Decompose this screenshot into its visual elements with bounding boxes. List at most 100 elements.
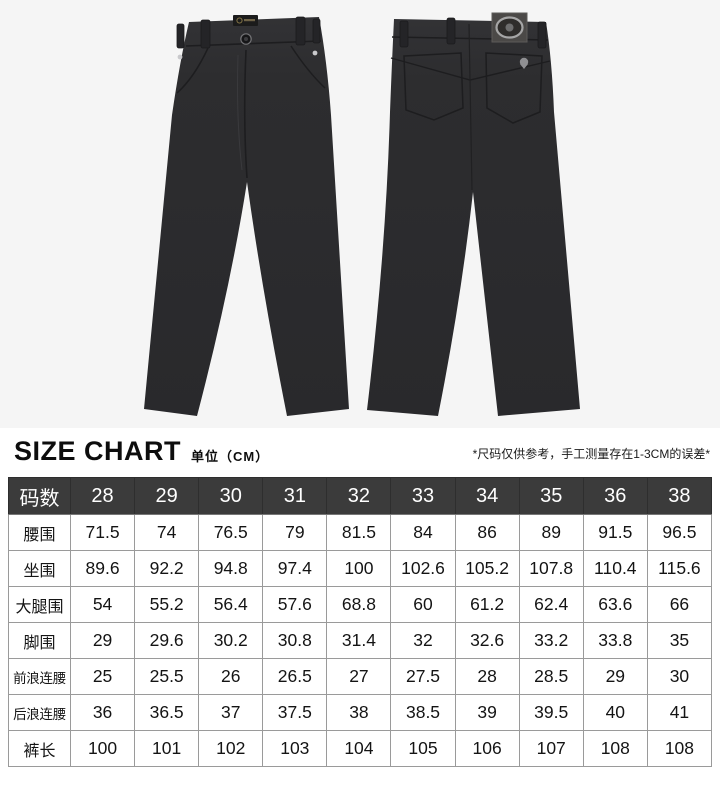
- size-header-cell: 29: [134, 477, 200, 515]
- size-value-cell: 81.5: [326, 514, 392, 551]
- size-header-cell: 35: [518, 477, 584, 515]
- size-value-cell: 38: [326, 694, 392, 731]
- back-pocket-embroidery-icon: [519, 57, 529, 69]
- size-value-cell: 29: [582, 658, 648, 695]
- size-value-cell: 66: [646, 586, 713, 623]
- front-left-pocket-seam: [176, 47, 209, 94]
- size-value-cell: 100: [69, 730, 136, 767]
- pants-back-body: [367, 19, 580, 416]
- size-chart-header: SIZE CHART 单位（CM） *尺码仅供参考，手工测量存在1-3CM的误差…: [0, 431, 720, 471]
- size-value-cell: 92.2: [134, 550, 200, 587]
- size-value-cell: 107.8: [518, 550, 584, 587]
- size-value-cell: 97.4: [262, 550, 328, 587]
- size-value-cell: 89.6: [69, 550, 136, 587]
- table-row: 裤长 100 101 102 103 104 105 106 107 108 108: [8, 730, 713, 767]
- back-belt-loops: [399, 17, 547, 49]
- size-value-cell: 68.8: [326, 586, 392, 623]
- pants-front-body: [144, 17, 349, 416]
- size-value-cell: 61.2: [454, 586, 520, 623]
- size-table: 码数 28 29 30 31 32 33 34 35 36 38 腰围 71.5 74 76.5 79 81.…: [8, 477, 713, 767]
- size-value-cell: 89: [518, 514, 584, 551]
- back-left-pocket-seam: [403, 52, 464, 121]
- size-value-cell: 33.2: [518, 622, 584, 659]
- table-row: 大腿围 54 55.2 56.4 57.6 68.8 60 61.2 62.4 63.6 66: [8, 586, 713, 623]
- back-right-pocket-seam: [485, 52, 543, 124]
- size-value-cell: 28.5: [518, 658, 584, 695]
- size-value-cell: 25.5: [134, 658, 200, 695]
- size-value-cell: 57.6: [262, 586, 328, 623]
- size-value-cell: 27.5: [390, 658, 456, 695]
- front-right-pocket-seam: [290, 45, 326, 89]
- front-left-rivet-icon: [177, 54, 183, 60]
- table-row: 腰围 71.5 74 76.5 79 81.5 84 86 89 91.5 96.5: [8, 514, 713, 551]
- row-label-cell: 脚围: [8, 622, 71, 659]
- size-chart-title: SIZE CHART: [14, 435, 181, 466]
- front-right-rivet-icon: [312, 50, 318, 56]
- size-value-cell: 29: [69, 622, 136, 659]
- size-value-cell: 74: [134, 514, 200, 551]
- size-value-cell: 62.4: [518, 586, 584, 623]
- size-value-cell: 108: [582, 730, 648, 767]
- size-value-cell: 37.5: [262, 694, 328, 731]
- size-value-cell: 30: [646, 658, 713, 695]
- size-value-cell: 102.6: [390, 550, 456, 587]
- size-value-cell: 56.4: [198, 586, 264, 623]
- pants-back-view: [367, 12, 580, 416]
- size-value-cell: 110.4: [582, 550, 648, 587]
- size-value-cell: 25: [69, 658, 136, 695]
- size-value-cell: 101: [134, 730, 200, 767]
- front-fly-stitch: [237, 54, 243, 171]
- back-logo-patch-icon: [491, 12, 528, 43]
- size-value-cell: 40: [582, 694, 648, 731]
- size-value-cell: 71.5: [69, 514, 136, 551]
- table-row: 脚围 29 29.6 30.2 30.8 31.4 32 32.6 33.2 33.8 35: [8, 622, 713, 659]
- size-value-cell: 39.5: [518, 694, 584, 731]
- size-value-cell: 86: [454, 514, 520, 551]
- size-value-cell: 107: [518, 730, 584, 767]
- size-value-cell: 105: [390, 730, 456, 767]
- row-label-cell: 裤长: [8, 730, 71, 767]
- table-row: 前浪连腰 25 25.5 26 26.5 27 27.5 28 28.5 29 30: [8, 658, 713, 695]
- size-header-cell: 33: [390, 477, 456, 515]
- size-chart-unit-label: 单位（CM）: [191, 448, 270, 464]
- size-value-cell: 35: [646, 622, 713, 659]
- size-value-cell: 28: [454, 658, 520, 695]
- size-value-cell: 36.5: [134, 694, 200, 731]
- size-value-cell: 63.6: [582, 586, 648, 623]
- size-value-cell: 84: [390, 514, 456, 551]
- row-label-cell: 坐围: [8, 550, 71, 587]
- front-waist-label-icon: [233, 15, 258, 26]
- size-value-cell: 108: [646, 730, 713, 767]
- size-header-cell: 28: [69, 477, 136, 515]
- size-table-head: 码数 28 29 30 31 32 33 34 35 36 38: [8, 477, 713, 515]
- front-belt-loops: [176, 16, 321, 49]
- front-button-icon: [240, 33, 252, 45]
- size-header-cell: 31: [262, 477, 328, 515]
- size-header-cell: 36: [582, 477, 648, 515]
- size-value-cell: 31.4: [326, 622, 392, 659]
- size-table-corner-cell: 码数: [8, 477, 71, 515]
- size-value-cell: 54: [69, 586, 136, 623]
- size-value-cell: 115.6: [646, 550, 713, 587]
- back-center-seam: [468, 23, 473, 191]
- size-value-cell: 100: [326, 550, 392, 587]
- size-header-cell: 32: [326, 477, 392, 515]
- table-row: 坐围 89.6 92.2 94.8 97.4 100 102.6 105.2 107.8 110.…: [8, 550, 713, 587]
- size-value-cell: 94.8: [198, 550, 264, 587]
- size-value-cell: 30.2: [198, 622, 264, 659]
- row-label-cell: 大腿围: [8, 586, 71, 623]
- size-value-cell: 76.5: [198, 514, 264, 551]
- size-value-cell: 29.6: [134, 622, 200, 659]
- pants-front-view: [144, 15, 349, 416]
- size-value-cell: 103: [262, 730, 328, 767]
- size-value-cell: 104: [326, 730, 392, 767]
- size-value-cell: 33.8: [582, 622, 648, 659]
- size-value-cell: 55.2: [134, 586, 200, 623]
- size-value-cell: 37: [198, 694, 264, 731]
- size-value-cell: 32: [390, 622, 456, 659]
- size-value-cell: 91.5: [582, 514, 648, 551]
- size-value-cell: 32.6: [454, 622, 520, 659]
- size-chart-disclaimer: *尺码仅供参考，手工测量存在1-3CM的误差*: [472, 446, 710, 461]
- size-value-cell: 27: [326, 658, 392, 695]
- row-label-cell: 后浪连腰: [8, 694, 71, 731]
